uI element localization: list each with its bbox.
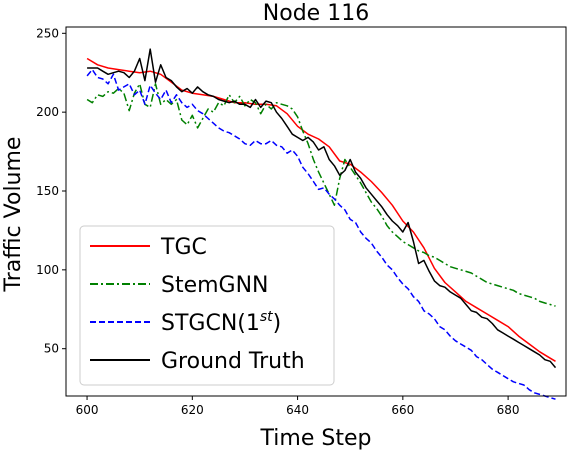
series-line-stgcn-1st-: [86, 68, 556, 400]
x-tick-label: 600: [76, 403, 99, 417]
legend-label-stgcn-1st-: STGCN(1st): [161, 309, 281, 336]
legend-label-stemgnn: StemGNN: [161, 273, 269, 298]
x-tick-label: 640: [286, 403, 309, 417]
y-tick-label: 250: [36, 26, 59, 40]
legend-box: [79, 225, 335, 386]
y-axis-title: Traffic Volume: [1, 137, 26, 293]
legend-entries: TGC StemGNN STGCN(1st) Ground Truth: [90, 235, 305, 374]
series-line-ground-truth: [87, 48, 557, 369]
x-axis-ticks: 600 620 640 660 680: [76, 396, 520, 417]
y-tick-label: 50: [44, 342, 59, 356]
chart-title: Node 116: [263, 1, 369, 26]
series-layer: [86, 48, 557, 400]
x-tick-label: 620: [181, 403, 204, 417]
legend-label-ground-truth: Ground Truth: [161, 349, 305, 374]
y-tick-label: 150: [36, 184, 59, 198]
plot-frame: [65, 26, 567, 397]
x-tick-label: 660: [391, 403, 414, 417]
legend-label-tgc: TGC: [160, 235, 207, 260]
x-tick-label: 680: [497, 403, 520, 417]
legend: TGC StemGNN STGCN(1st) Ground Truth: [79, 225, 335, 386]
series-line-stemgnn: [86, 83, 556, 307]
x-axis-title: Time Step: [260, 426, 372, 451]
y-axis-ticks: 50 100 150 200 250: [36, 26, 66, 356]
y-tick-label: 100: [36, 263, 59, 277]
y-tick-label: 200: [36, 105, 59, 119]
